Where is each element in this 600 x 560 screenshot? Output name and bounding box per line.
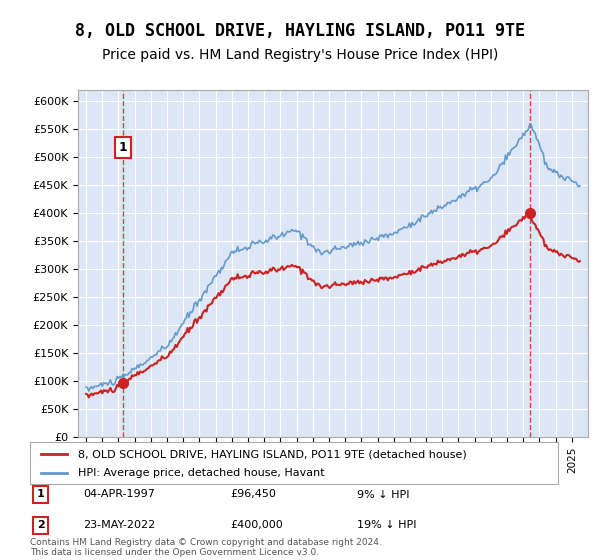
Text: 23-MAY-2022: 23-MAY-2022 (83, 520, 155, 530)
Text: 2: 2 (37, 520, 44, 530)
Text: £96,450: £96,450 (230, 489, 277, 500)
Text: 1: 1 (118, 141, 127, 154)
Text: 8, OLD SCHOOL DRIVE, HAYLING ISLAND, PO11 9TE: 8, OLD SCHOOL DRIVE, HAYLING ISLAND, PO1… (75, 22, 525, 40)
Text: Contains HM Land Registry data © Crown copyright and database right 2024.
This d: Contains HM Land Registry data © Crown c… (30, 538, 382, 557)
Text: 8, OLD SCHOOL DRIVE, HAYLING ISLAND, PO11 9TE (detached house): 8, OLD SCHOOL DRIVE, HAYLING ISLAND, PO1… (77, 449, 466, 459)
Text: £400,000: £400,000 (230, 520, 283, 530)
Text: HPI: Average price, detached house, Havant: HPI: Average price, detached house, Hava… (77, 468, 324, 478)
Text: 19% ↓ HPI: 19% ↓ HPI (358, 520, 417, 530)
Text: 04-APR-1997: 04-APR-1997 (83, 489, 155, 500)
Text: 1: 1 (37, 489, 44, 500)
Text: Price paid vs. HM Land Registry's House Price Index (HPI): Price paid vs. HM Land Registry's House … (102, 48, 498, 62)
Text: 9% ↓ HPI: 9% ↓ HPI (358, 489, 410, 500)
